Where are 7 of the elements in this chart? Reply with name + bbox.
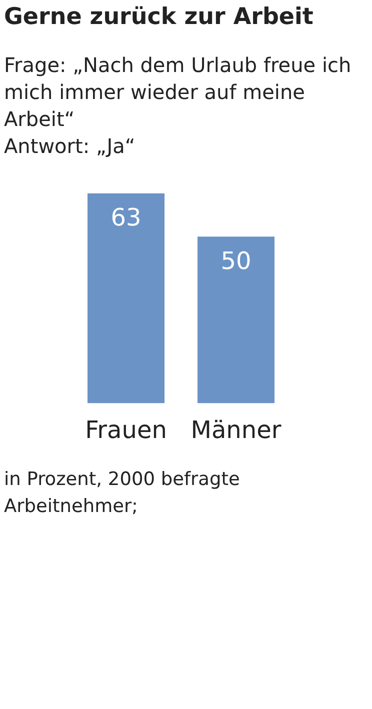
x-tick-label: Frauen bbox=[85, 416, 167, 444]
text: in Prozent, 2000 befragte Arbeitnehmer; bbox=[4, 468, 241, 519]
data-label: 50 bbox=[220, 246, 252, 275]
x-tick-label: Männer bbox=[190, 416, 282, 444]
chart-title: Gerne zurück zur Arbeit bbox=[4, 4, 314, 30]
data-label: 63 bbox=[110, 204, 142, 232]
chart-subtitle: Frage: „Nach dem Urlaub freue ich mich immer wieder auf meine Arbeit“ Antwort: „Ja“ bbox=[4, 52, 352, 160]
